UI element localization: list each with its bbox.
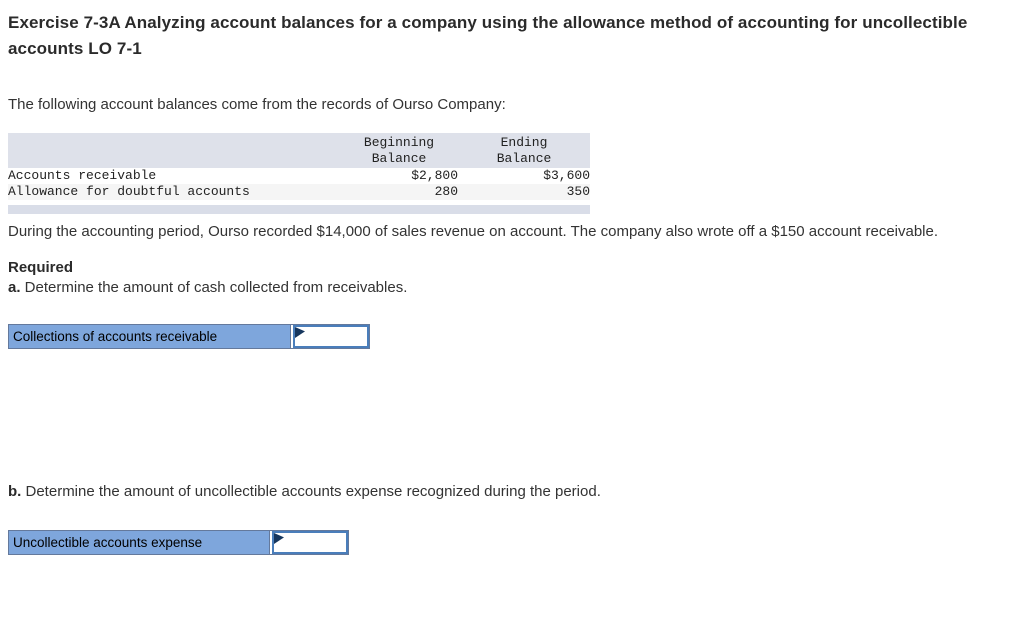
row-label: Allowance for doubtful accounts [8, 184, 340, 200]
beginning-balance-value: 280 [340, 184, 458, 200]
requirement-b-letter: b. [8, 483, 22, 500]
collections-amount-input[interactable] [295, 327, 367, 346]
table-footer-band [8, 205, 590, 214]
answer-cell-collections[interactable] [293, 325, 369, 348]
table-row-allowance-doubtful: Allowance for doubtful accounts 280 350 [8, 184, 590, 200]
uncollectible-expense-input[interactable] [274, 533, 346, 552]
requirement-b-text: Determine the amount of uncollectible ac… [21, 483, 601, 500]
answer-label-collections: Collections of accounts receivable [9, 325, 291, 348]
answer-widget-uncollectible: Uncollectible accounts expense [8, 530, 349, 555]
row-label: Accounts receivable [8, 168, 157, 183]
balance-table: Beginning Balance Ending Balance Account… [8, 133, 590, 214]
requirement-a: a. Determine the amount of cash collecte… [8, 278, 1016, 298]
answer-label-uncollectible: Uncollectible accounts expense [9, 531, 270, 554]
requirement-b: b. Determine the amount of uncollectible… [8, 482, 1016, 502]
ending-balance-value: $3,600 [543, 168, 590, 183]
header-cell-beginning-balance: Beginning Balance [340, 133, 458, 168]
exercise-page: Exercise 7-3A Analyzing account balances… [8, 13, 1016, 555]
answer-cell-uncollectible[interactable] [272, 531, 348, 554]
requirement-a-letter: a. [8, 279, 21, 296]
narrative-text: During the accounting period, Ourso reco… [8, 223, 939, 240]
requirement-a-text: Determine the amount of cash collected f… [20, 279, 408, 296]
page-title: Exercise 7-3A Analyzing account balances… [8, 13, 968, 58]
beginning-balance-value: $2,800 [411, 168, 458, 183]
table-row-accounts-receivable: Accounts receivable $2,800 $3,600 [8, 168, 590, 184]
intro-text: The following account balances come from… [8, 96, 506, 113]
header-cell-empty [8, 133, 340, 168]
balance-table-header-row: Beginning Balance Ending Balance [8, 133, 590, 168]
answer-widget-collections: Collections of accounts receivable [8, 324, 370, 349]
ending-balance-value: 350 [458, 184, 590, 200]
required-heading: Required [8, 259, 74, 276]
header-cell-ending-balance: Ending Balance [458, 133, 590, 168]
